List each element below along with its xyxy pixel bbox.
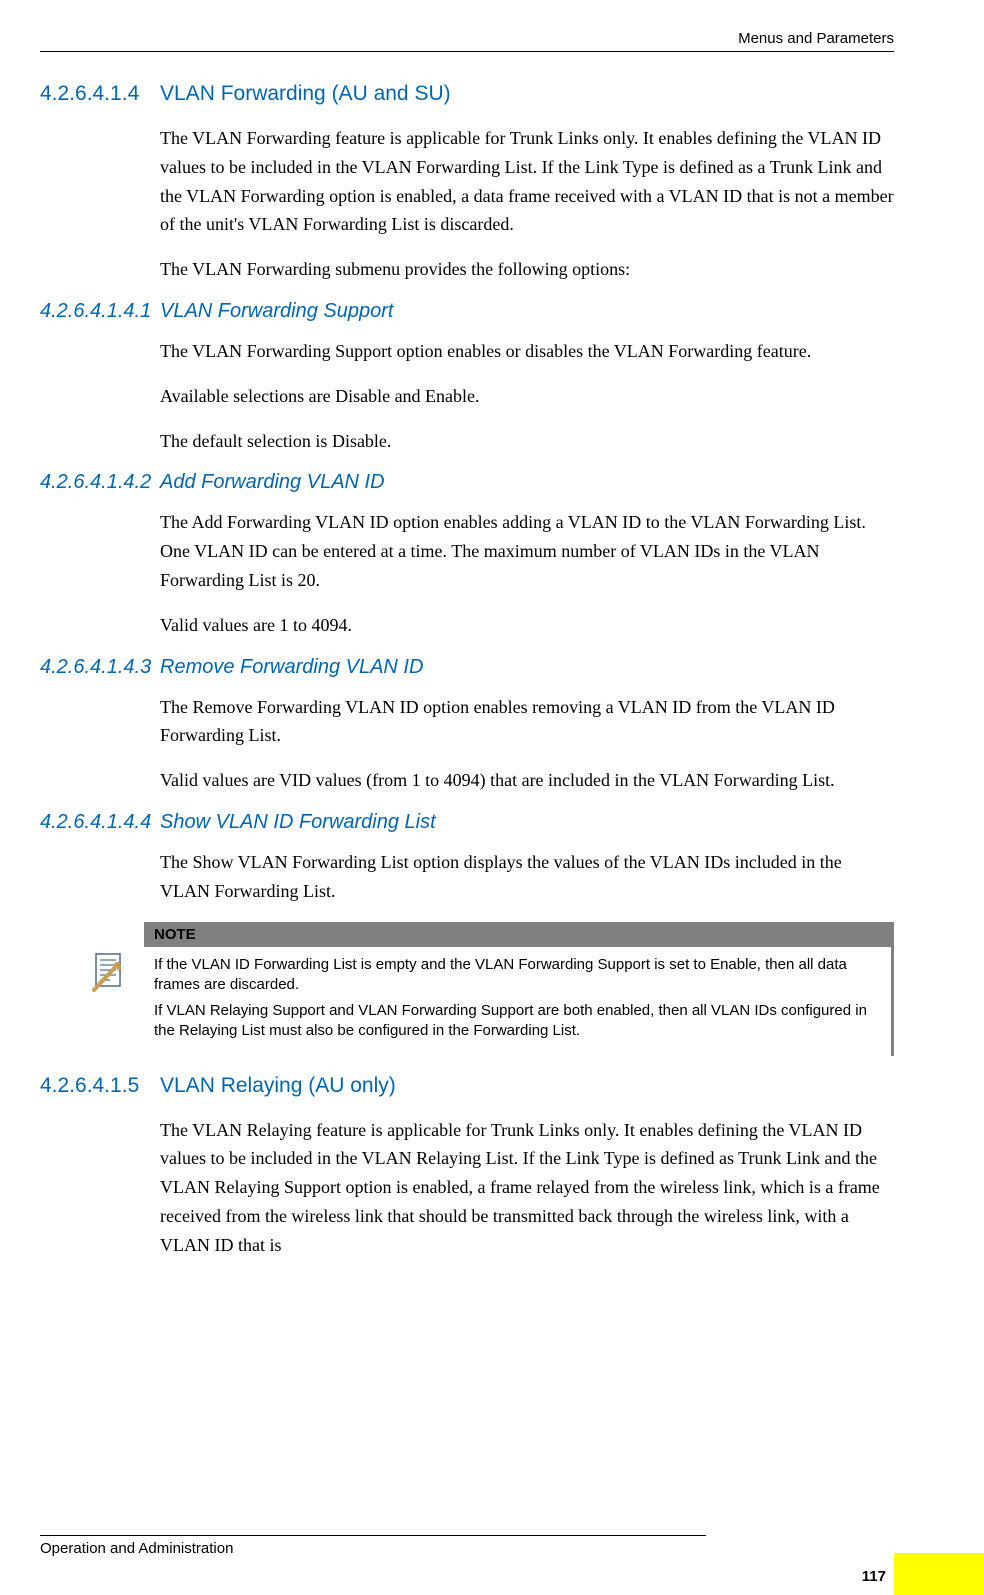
page-container: Menus and Parameters 4.2.6.4.1.4 VLAN Fo…: [0, 0, 984, 1595]
header-breadcrumb: Menus and Parameters: [40, 30, 894, 52]
note-body: If the VLAN ID Forwarding List is empty …: [144, 947, 891, 1056]
body-paragraph: The VLAN Forwarding Support option enabl…: [160, 337, 894, 366]
body-paragraph: Valid values are VID values (from 1 to 4…: [160, 766, 894, 795]
subheading-show-vlan-list: 4.2.6.4.1.4.4 Show VLAN ID Forwarding Li…: [40, 811, 894, 834]
subheading-title: Remove Forwarding VLAN ID: [160, 656, 423, 679]
footer-left-text: Operation and Administration: [40, 1535, 706, 1557]
note-content: NOTE If the VLAN ID Forwarding List is e…: [144, 922, 894, 1056]
subheading-title: Show VLAN ID Forwarding List: [160, 811, 436, 834]
subheading-number: 4.2.6.4.1.4.1: [40, 300, 160, 323]
page-corner-accent: [894, 1553, 984, 1595]
body-paragraph: The Show VLAN Forwarding List option dis…: [160, 848, 894, 906]
page-footer: Operation and Administration: [40, 1535, 894, 1557]
note-label: NOTE: [144, 922, 891, 947]
note-callout: NOTE If the VLAN ID Forwarding List is e…: [88, 922, 894, 1056]
note-paragraph: If the VLAN ID Forwarding List is empty …: [154, 955, 881, 996]
body-paragraph: Available selections are Disable and Ena…: [160, 382, 894, 411]
subheading-title: Add Forwarding VLAN ID: [160, 471, 385, 494]
body-paragraph: The default selection is Disable.: [160, 427, 894, 456]
heading-vlan-forwarding: 4.2.6.4.1.4 VLAN Forwarding (AU and SU): [40, 82, 894, 106]
subheading-number: 4.2.6.4.1.4.2: [40, 471, 160, 494]
heading-number: 4.2.6.4.1.5: [40, 1074, 160, 1098]
subheading-add-vlan-id: 4.2.6.4.1.4.2 Add Forwarding VLAN ID: [40, 471, 894, 494]
subheading-number: 4.2.6.4.1.4.4: [40, 811, 160, 834]
heading-title: VLAN Forwarding (AU and SU): [160, 82, 451, 106]
heading-number: 4.2.6.4.1.4: [40, 82, 160, 106]
note-paragraph: If VLAN Relaying Support and VLAN Forwar…: [154, 1001, 881, 1042]
body-paragraph: The VLAN Forwarding feature is applicabl…: [160, 124, 894, 239]
body-paragraph: Valid values are 1 to 4094.: [160, 611, 894, 640]
subheading-remove-vlan-id: 4.2.6.4.1.4.3 Remove Forwarding VLAN ID: [40, 656, 894, 679]
body-paragraph: The VLAN Forwarding submenu provides the…: [160, 255, 894, 284]
subheading-forwarding-support: 4.2.6.4.1.4.1 VLAN Forwarding Support: [40, 300, 894, 323]
page-number: 117: [862, 1568, 886, 1585]
body-paragraph: The Add Forwarding VLAN ID option enable…: [160, 508, 894, 594]
note-icon: [88, 922, 144, 999]
heading-title: VLAN Relaying (AU only): [160, 1074, 396, 1098]
subheading-title: VLAN Forwarding Support: [160, 300, 393, 323]
subheading-number: 4.2.6.4.1.4.3: [40, 656, 160, 679]
body-paragraph: The VLAN Relaying feature is applicable …: [160, 1116, 894, 1260]
body-paragraph: The Remove Forwarding VLAN ID option ena…: [160, 693, 894, 751]
heading-vlan-relaying: 4.2.6.4.1.5 VLAN Relaying (AU only): [40, 1074, 894, 1098]
